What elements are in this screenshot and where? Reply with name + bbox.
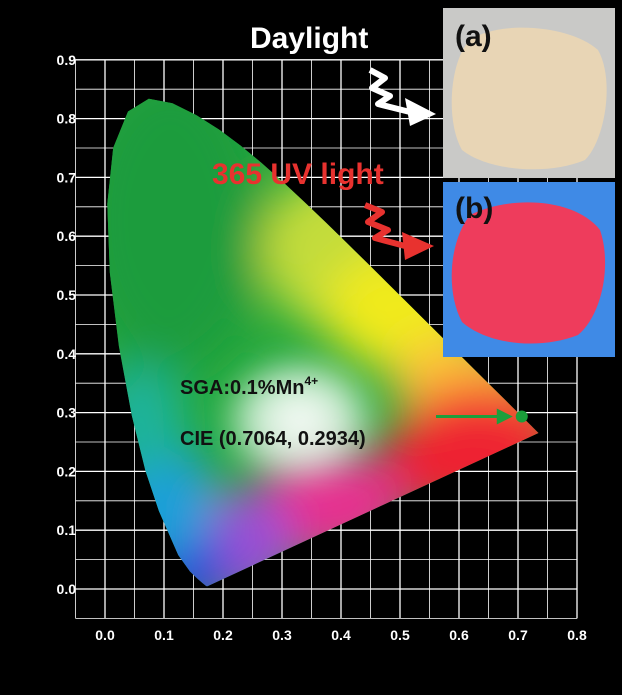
- x-tick-label: 0.5: [390, 627, 410, 643]
- y-tick-label: 0.4: [57, 346, 77, 362]
- x-axis-ticks: 0.0 0.1 0.2 0.3 0.4 0.5 0.6 0.7 0.8: [95, 627, 587, 643]
- x-tick-label: 0.1: [154, 627, 174, 643]
- daylight-arrow: [368, 67, 411, 115]
- inset-b-uv: (b): [443, 182, 615, 357]
- x-tick-label: 0.3: [272, 627, 292, 643]
- inset-a-label: (a): [455, 20, 492, 53]
- uv-light-label: 365 UV light: [212, 158, 384, 191]
- x-tick-label: 0.8: [567, 627, 587, 643]
- y-tick-label: 0.9: [57, 52, 77, 68]
- y-tick-label: 0.5: [57, 287, 77, 303]
- uv-arrow: [363, 202, 406, 249]
- daylight-arrowhead: [405, 98, 436, 126]
- x-tick-label: 0.7: [508, 627, 528, 643]
- y-tick-label: 0.0: [57, 581, 77, 597]
- x-tick-label: 0.0: [95, 627, 115, 643]
- y-tick-label: 0.6: [57, 228, 77, 244]
- x-tick-label: 0.6: [449, 627, 469, 643]
- y-tick-label: 0.1: [57, 522, 77, 538]
- y-tick-label: 0.7: [57, 169, 77, 185]
- y-tick-label: 0.2: [57, 463, 77, 479]
- inset-a-daylight: (a): [443, 8, 615, 178]
- x-tick-label: 0.2: [213, 627, 233, 643]
- inset-b-powder: [451, 202, 606, 344]
- y-tick-label: 0.3: [57, 405, 77, 421]
- uv-arrowhead: [402, 232, 434, 260]
- point-arrowhead: [496, 408, 513, 425]
- x-tick-label: 0.4: [331, 627, 351, 643]
- daylight-label: Daylight: [250, 22, 368, 55]
- sample-label: SGA:0.1%Mn4+: [180, 374, 318, 399]
- inset-a-powder: [451, 27, 607, 170]
- y-axis-ticks: 0.0 0.1 0.2 0.3 0.4 0.5 0.6 0.7 0.8 0.9: [57, 52, 77, 597]
- inset-b-label: (b): [455, 192, 493, 225]
- cie-point: [515, 410, 528, 423]
- cie-coordinates-label: CIE (0.7064, 0.2934): [180, 428, 366, 450]
- y-tick-label: 0.8: [57, 111, 77, 127]
